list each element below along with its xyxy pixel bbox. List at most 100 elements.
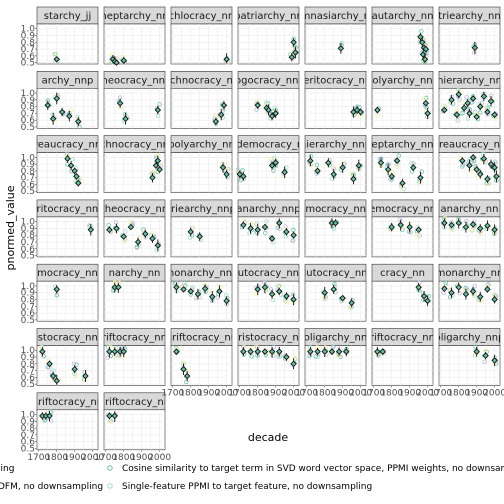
estimate-point — [455, 219, 462, 227]
estimate-point — [355, 162, 363, 169]
estimate-point — [223, 171, 230, 178]
estimate-point — [421, 56, 429, 63]
estimate-points — [187, 227, 203, 241]
estimate-points — [254, 101, 279, 121]
panel-background — [438, 23, 501, 65]
facet-panel: triearchy_nn — [438, 6, 501, 65]
estimate-point — [115, 284, 122, 291]
method-point — [270, 353, 276, 359]
estimate-points — [106, 411, 119, 422]
estimate-point — [209, 293, 216, 301]
estimate-point — [477, 103, 484, 110]
estimate-point — [216, 288, 223, 295]
panel-background — [438, 280, 501, 322]
facet-title: ureaucracy_nnp — [27, 140, 107, 151]
estimate-points — [212, 100, 228, 126]
estimate-point — [330, 171, 337, 178]
estimate-point — [268, 348, 276, 355]
estimate-point — [75, 179, 82, 187]
estimate-points — [236, 158, 288, 181]
estimate-point — [180, 286, 187, 293]
method-point — [330, 344, 336, 350]
estimate-point — [87, 226, 95, 234]
facet-panel: eritocracy_nnp — [36, 199, 99, 258]
estimate-points — [288, 38, 299, 62]
estimate-point — [307, 348, 314, 355]
panel-background — [438, 345, 501, 386]
facet-panel: starchy_jj — [36, 6, 99, 65]
estimate-point — [473, 166, 480, 173]
y-tick-label: 0.7 — [21, 45, 35, 55]
estimate-point — [187, 288, 194, 295]
x-tick-label: 2000 — [483, 389, 504, 399]
method-point — [417, 233, 422, 238]
x-tick-label: 2000 — [215, 389, 238, 399]
estimate-point — [477, 293, 484, 301]
method-point — [187, 235, 193, 240]
estimate-point — [240, 173, 247, 180]
facet-panel: monarchy_nn — [438, 263, 501, 322]
y-tick-label: 0.9 — [21, 32, 36, 42]
estimate-point — [111, 348, 119, 355]
estimate-points — [417, 33, 430, 64]
panel-background — [170, 345, 233, 386]
method-point — [154, 248, 159, 253]
estimate-point — [418, 39, 426, 46]
method-point — [218, 284, 223, 289]
legend-key — [107, 465, 113, 471]
x-tick-label: 1700 — [228, 389, 251, 399]
estimate-point — [49, 115, 57, 123]
method-point — [460, 111, 465, 116]
y-tick-label: 0.6 — [21, 245, 36, 255]
estimate-point — [73, 173, 80, 180]
estimate-point — [240, 348, 247, 355]
estimate-point — [487, 97, 495, 105]
facet-panel: polyarchy_nnp — [371, 71, 434, 129]
estimate-point — [415, 226, 422, 234]
estimate-point — [406, 223, 413, 231]
method-point — [421, 96, 427, 102]
panel-background — [170, 152, 233, 193]
estimate-points — [223, 53, 230, 64]
x-tick-label: 1700 — [27, 453, 50, 463]
estimate-point — [343, 348, 350, 355]
estimate-point — [154, 106, 162, 114]
facet-title: triearchy_nn — [438, 11, 500, 22]
y-tick-label: 0.5 — [21, 380, 35, 390]
method-point — [106, 344, 111, 350]
estimate-point — [49, 372, 57, 380]
legend-label: Cosine similarity to target term in SVD … — [122, 464, 504, 474]
estimate-point — [71, 167, 78, 175]
method-point — [482, 359, 487, 364]
method-point — [264, 219, 269, 224]
y-tick-label: 0.6 — [21, 52, 36, 62]
method-point — [309, 162, 314, 168]
method-point — [455, 87, 461, 92]
facet-panel: logocracy_nnp — [237, 71, 300, 129]
method-point — [209, 288, 214, 294]
y-tick-label: 1.0 — [21, 282, 36, 292]
estimate-point — [149, 235, 156, 242]
y-tick-label: 0.9 — [21, 353, 36, 363]
facet-title: meritocracy_nnp — [294, 75, 378, 86]
estimate-point — [254, 226, 261, 234]
panel-background — [438, 216, 501, 258]
estimate-point — [441, 285, 448, 292]
estimate-point — [75, 118, 82, 125]
x-tick-label: 1900 — [331, 389, 354, 399]
estimate-point — [53, 95, 60, 102]
facet-title: archy_nnp — [42, 75, 94, 86]
estimate-point — [388, 173, 395, 180]
facet-panel: heptarchy_nnp — [371, 135, 434, 193]
y-tick-label: 0.6 — [21, 438, 36, 448]
estimate-point — [350, 175, 357, 183]
estimate-points — [53, 285, 60, 294]
method-point — [408, 229, 413, 235]
method-point — [409, 169, 415, 174]
estimate-point — [71, 365, 78, 373]
facet-panel: ariftocracy_nn — [103, 392, 166, 451]
estimate-points — [441, 218, 498, 236]
method-point — [223, 293, 229, 298]
y-tick-label: 0.7 — [21, 109, 35, 119]
facet-panel: triearchy_nnp — [170, 199, 233, 258]
